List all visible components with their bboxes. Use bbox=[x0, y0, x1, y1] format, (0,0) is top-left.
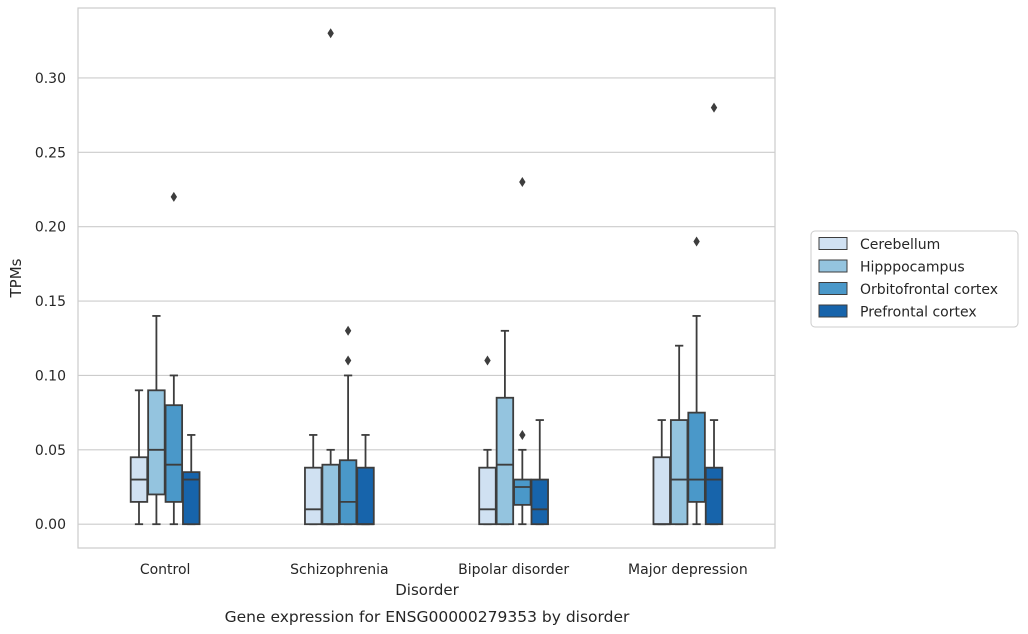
box-iqr bbox=[164, 404, 184, 503]
box-prefrontal-cortex bbox=[530, 419, 549, 526]
box-iqr bbox=[687, 411, 706, 503]
legend-swatch bbox=[818, 282, 848, 295]
y-axis-label: TPMs bbox=[7, 258, 25, 298]
outlier-marker bbox=[327, 28, 334, 39]
box-hipppocampus bbox=[495, 329, 515, 526]
y-tick-label: 0.30 bbox=[35, 71, 66, 87]
x-tick-label: Schizophrenia bbox=[290, 562, 388, 578]
box-orbitofrontal-cortex bbox=[687, 236, 706, 526]
outlier-marker bbox=[693, 236, 700, 247]
box-iqr bbox=[321, 463, 340, 526]
box-iqr bbox=[669, 419, 689, 526]
y-tick-label: 0.05 bbox=[35, 443, 66, 459]
box-cerebellum bbox=[478, 355, 497, 526]
legend-label: Prefrontal cortex bbox=[860, 305, 977, 321]
outlier-marker bbox=[344, 325, 352, 336]
outlier-marker bbox=[710, 102, 718, 113]
y-tick-labels: 0.00 0.05 0.10 0.15 0.20 0.25 0.30 bbox=[35, 71, 66, 533]
box-hipppocampus bbox=[147, 315, 166, 526]
x-tick-label: Bipolar disorder bbox=[458, 562, 569, 578]
x-axis-label: Disorder bbox=[395, 581, 459, 599]
legend-label: Cerebellum bbox=[860, 237, 940, 253]
box-iqr bbox=[147, 389, 166, 496]
box-iqr bbox=[652, 456, 671, 526]
outlier-marker bbox=[519, 429, 526, 440]
box-cerebellum bbox=[304, 434, 323, 526]
legend: Cerebellum Hipppocampus Orbitofrontal cort… bbox=[810, 230, 1019, 328]
outlier-marker bbox=[170, 191, 178, 202]
y-tick-label: 0.25 bbox=[35, 145, 66, 161]
outlier-marker bbox=[344, 355, 352, 366]
legend-swatch bbox=[818, 259, 848, 273]
y-tick-label: 0.00 bbox=[35, 517, 66, 533]
y-tick-label: 0.15 bbox=[35, 294, 66, 310]
legend-swatch bbox=[818, 237, 848, 250]
legend-label: Hipppocampus bbox=[860, 260, 965, 276]
box-iqr bbox=[356, 466, 375, 526]
box-iqr bbox=[495, 396, 515, 526]
box-iqr bbox=[182, 471, 201, 526]
box-iqr bbox=[704, 466, 724, 526]
box-cerebellum bbox=[652, 419, 671, 526]
x-tick-labels: Control Schizophrenia Bipolar disorder Majo… bbox=[140, 562, 748, 578]
y-tick-label: 0.10 bbox=[35, 368, 66, 384]
box-hipppocampus bbox=[669, 344, 689, 526]
box-orbitofrontal-cortex bbox=[164, 191, 184, 526]
box-prefrontal-cortex bbox=[356, 434, 375, 526]
box-iqr bbox=[530, 478, 549, 526]
legend-swatch bbox=[818, 304, 848, 318]
y-tick-label: 0.20 bbox=[35, 220, 66, 236]
box-orbitofrontal-cortex bbox=[513, 177, 532, 526]
legend-frame bbox=[810, 230, 1019, 328]
x-tick-label: Control bbox=[140, 562, 191, 578]
outlier-marker bbox=[519, 177, 526, 188]
box-series bbox=[129, 28, 724, 526]
box-iqr bbox=[513, 478, 532, 506]
box-iqr bbox=[304, 466, 323, 526]
outlier-marker bbox=[484, 355, 491, 366]
legend-label: Orbitofrontal cortex bbox=[860, 282, 998, 298]
box-prefrontal-cortex bbox=[704, 102, 724, 526]
box-iqr bbox=[338, 459, 358, 526]
x-tick-label: Major depression bbox=[628, 562, 748, 578]
chart-title: Gene expression for ENSG00000279353 by d… bbox=[225, 608, 630, 626]
box-prefrontal-cortex bbox=[182, 434, 201, 526]
box-iqr bbox=[478, 466, 497, 526]
